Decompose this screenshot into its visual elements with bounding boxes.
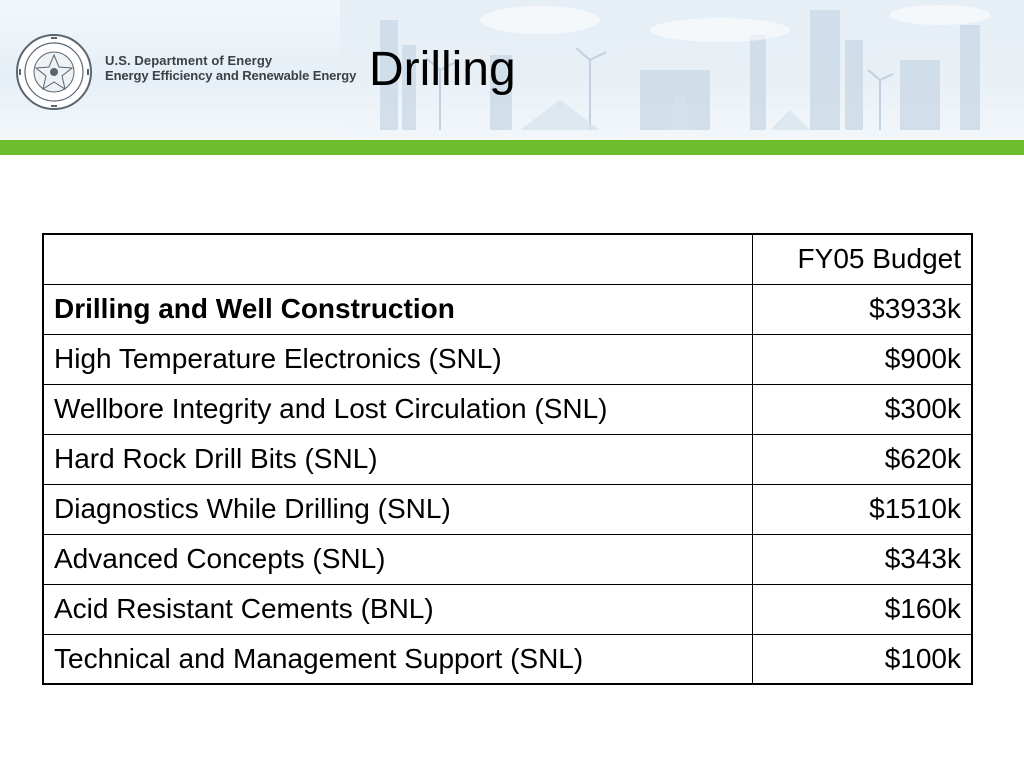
row-value: $620k	[751, 433, 973, 485]
slide-header-banner	[0, 0, 1024, 140]
row-value: $100k	[751, 633, 973, 685]
budget-table: FY05 Budget Drilling and Well Constructi…	[42, 233, 973, 685]
row-value: $900k	[751, 333, 973, 385]
table-row: Drilling and Well Construction $3933k	[42, 283, 973, 335]
agency-name: U.S. Department of Energy Energy Efficie…	[105, 53, 357, 84]
row-label: High Temperature Electronics (SNL)	[42, 333, 753, 385]
row-label: Wellbore Integrity and Lost Circulation …	[42, 383, 753, 435]
row-value: $1510k	[751, 483, 973, 535]
row-label: Hard Rock Drill Bits (SNL)	[42, 433, 753, 485]
energy-collage-background-image	[340, 0, 1024, 140]
row-value: $300k	[751, 383, 973, 435]
doe-seal-icon	[16, 34, 92, 110]
table-row: Hard Rock Drill Bits (SNL) $620k	[42, 433, 973, 485]
table-row: Advanced Concepts (SNL) $343k	[42, 533, 973, 585]
table-row: High Temperature Electronics (SNL) $900k	[42, 333, 973, 385]
row-label: Advanced Concepts (SNL)	[42, 533, 753, 585]
agency-office-line: Energy Efficiency and Renewable Energy	[105, 67, 357, 83]
table-row: Diagnostics While Drilling (SNL) $1510k	[42, 483, 973, 535]
table-header-row: FY05 Budget	[42, 233, 973, 285]
table-row: Wellbore Integrity and Lost Circulation …	[42, 383, 973, 435]
row-value: $343k	[751, 533, 973, 585]
header-value-cell: FY05 Budget	[751, 233, 973, 285]
row-label: Diagnostics While Drilling (SNL)	[42, 483, 753, 535]
header-label-cell	[42, 233, 753, 285]
table-row: Technical and Management Support (SNL) $…	[42, 633, 973, 685]
page-title: Drilling	[369, 43, 516, 96]
row-label: Technical and Management Support (SNL)	[42, 633, 753, 685]
agency-department-line: U.S. Department of Energy	[105, 53, 273, 68]
row-label: Drilling and Well Construction	[42, 283, 753, 335]
row-value: $160k	[751, 583, 973, 635]
table-row: Acid Resistant Cements (BNL) $160k	[42, 583, 973, 635]
header-accent-bar	[0, 140, 1024, 155]
row-label: Acid Resistant Cements (BNL)	[42, 583, 753, 635]
row-value: $3933k	[751, 283, 973, 335]
